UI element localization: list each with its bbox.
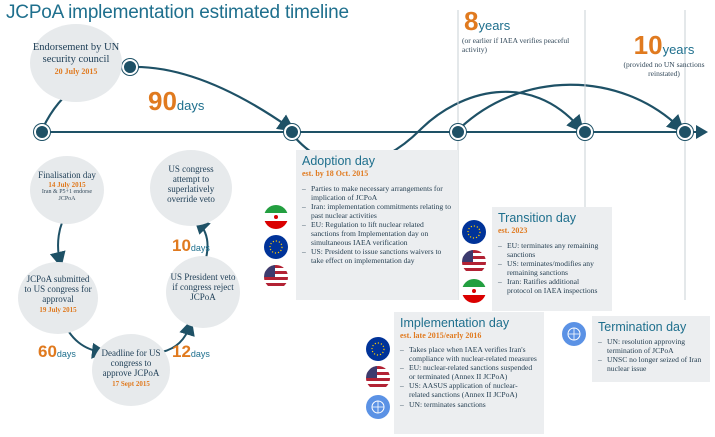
twelve-number: 12 — [172, 342, 191, 361]
un-flag-icon — [366, 395, 390, 419]
transition-title: Transition day — [498, 211, 577, 225]
transition-item: Iran: Ratifies additional protocol on IA… — [498, 278, 606, 295]
endorsement-circle: Endorsement by UN security council 20 Ju… — [30, 24, 122, 102]
eu-flag-icon — [366, 337, 390, 361]
ten-number: 10 — [633, 30, 663, 60]
implementation-item: Takes place when IAEA verifies Iran's co… — [400, 345, 538, 363]
termination-item: UNSC no longer seized of Iran nuclear is… — [598, 355, 704, 373]
sixty-days-label: 60days — [38, 342, 76, 362]
ten-days-label: 10days — [172, 236, 210, 256]
node-endorsement — [122, 59, 138, 75]
iran-flag-icon — [264, 205, 288, 229]
twelve-days-label: 12days — [172, 342, 210, 362]
adoption-item: EU: Regulation to lift nuclear related s… — [302, 221, 452, 247]
implementation-item: UN: terminates sanctions — [400, 400, 538, 410]
implementation-panel: Implementation day est. late 2015/early … — [394, 312, 544, 434]
timeline-arrowhead — [696, 125, 708, 139]
override-title: US congress attempt to superlatively ove… — [167, 164, 215, 204]
finalisation-note: Iran & P5+1 endorse JCPoA — [41, 189, 93, 202]
node-adoption — [284, 124, 300, 140]
veto-circle: US President veto if congress reject JCP… — [166, 256, 240, 328]
adoption-title: Adoption day — [302, 154, 375, 168]
adoption-date: est. by 18 Oct. 2015 — [302, 169, 369, 178]
sixty-number: 60 — [38, 342, 57, 361]
node-transition — [577, 124, 593, 140]
transition-panel: Transition day est. 2023 EU: terminates … — [492, 207, 612, 311]
adoption-item: US: President to issue sanctions waivers… — [302, 247, 452, 265]
implementation-list: Takes place when IAEA verifies Iran's co… — [400, 345, 538, 410]
ninety-unit: days — [176, 98, 205, 113]
termination-list: UN: resolution approving termination of … — [598, 337, 704, 373]
un-flag-icon — [562, 322, 586, 346]
twelve-unit: days — [190, 349, 210, 359]
implementation-title: Implementation day — [400, 316, 510, 330]
eight-unit: years — [478, 18, 511, 33]
eight-note: (or earlier if IAEA verifies peaceful ac… — [462, 36, 570, 54]
finalisation-title: Finalisation day — [38, 170, 96, 180]
adoption-panel: Adoption day est. by 18 Oct. 2015 Partie… — [296, 150, 458, 300]
eu-flag-icon — [264, 235, 288, 259]
override-circle: US congress attempt to superlatively ove… — [150, 150, 232, 226]
us-flag-icon — [462, 250, 486, 274]
adoption-item: Iran: implementation commitments relatin… — [302, 202, 452, 220]
ten-unit: years — [662, 42, 695, 57]
termination-panel: Termination day UN: resolution approving… — [592, 316, 710, 382]
ninety-number: 90 — [148, 86, 177, 116]
termination-item: UN: resolution approving termination of … — [598, 337, 704, 355]
cycle-arrow-3 — [161, 319, 195, 353]
ten-years-label: 10years (provided no UN sanctions reinst… — [614, 30, 714, 78]
iran-flag-icon — [462, 279, 486, 303]
node-termination — [677, 124, 693, 140]
eight-years-label: 8years (or earlier if IAEA verifies peac… — [462, 6, 572, 54]
deadline-date: 17 Sept 2015 — [112, 380, 150, 388]
transition-item: US: terminates/modifies any remaining sa… — [498, 259, 606, 277]
ninety-days-label: 90days — [148, 86, 204, 117]
ten-note: (provided no UN sanctions reinstated) — [623, 60, 705, 78]
finalisation-date: 14 July 2015 — [48, 181, 86, 189]
submitted-title: JCPoA submitted to US congress for appro… — [24, 274, 92, 304]
deadline-title: Deadline for US congress to approve JCPo… — [101, 348, 161, 378]
endorsement-title: Endorsement by UN security council — [32, 42, 120, 65]
implementation-date: est. late 2015/early 2016 — [400, 331, 482, 340]
us-flag-icon — [366, 366, 390, 390]
eight-number: 8 — [464, 6, 479, 36]
endorsement-date: 20 July 2015 — [54, 67, 98, 76]
page-title: JCPoA implementation estimated timeline — [6, 2, 349, 23]
implementation-item: US: AASUS application of nuclear-related… — [400, 382, 538, 399]
adoption-item: Parties to make necessary arrangements f… — [302, 184, 452, 202]
transition-date: est. 2023 — [498, 226, 528, 235]
transition-item: EU: terminates any remaining sanctions — [498, 241, 606, 259]
implementation-item: EU: nuclear-related sanctions suspended … — [400, 363, 538, 381]
arc-ten-years — [457, 83, 685, 133]
termination-title: Termination day — [598, 320, 687, 334]
ten-days-unit: days — [190, 243, 210, 253]
sixty-unit: days — [56, 349, 76, 359]
transition-list: EU: terminates any remaining sanctions U… — [498, 241, 606, 296]
finalisation-circle: Finalisation day 14 July 2015 Iran & P5+… — [30, 156, 104, 224]
submitted-circle: JCPoA submitted to US congress for appro… — [18, 262, 98, 334]
us-flag-icon — [264, 265, 288, 289]
deadline-circle: Deadline for US congress to approve JCPo… — [92, 334, 170, 406]
node-implementation — [450, 124, 466, 140]
adoption-list: Parties to make necessary arrangements f… — [302, 184, 452, 265]
veto-title: US President veto if congress reject JCP… — [170, 272, 236, 302]
ten-days-number: 10 — [172, 236, 191, 255]
submitted-date: 19 July 2015 — [39, 306, 77, 314]
node-start — [34, 124, 50, 140]
eu-flag-icon — [462, 220, 486, 244]
